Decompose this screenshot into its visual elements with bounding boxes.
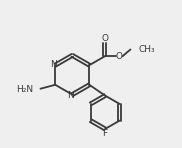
Text: N: N: [67, 91, 74, 100]
Text: H₂N: H₂N: [16, 85, 33, 94]
Text: N: N: [50, 60, 57, 69]
Text: CH₃: CH₃: [138, 45, 155, 54]
Text: F: F: [102, 129, 108, 138]
Text: O: O: [101, 34, 108, 43]
Text: O: O: [116, 52, 123, 61]
